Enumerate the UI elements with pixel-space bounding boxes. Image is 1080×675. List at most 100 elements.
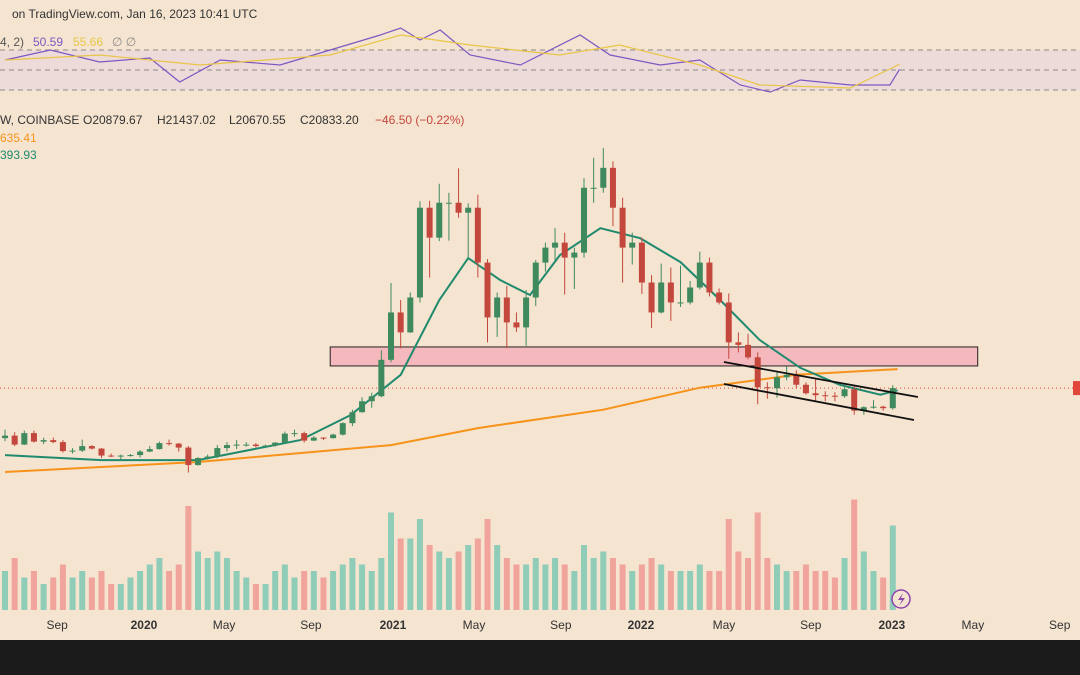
candle-body <box>416 207 423 298</box>
volume-bar <box>609 558 616 610</box>
volume-bar <box>117 584 124 610</box>
candle-body <box>831 395 838 397</box>
volume-bar <box>445 558 452 610</box>
volume-bar <box>831 577 838 610</box>
candle-body <box>233 444 240 446</box>
volume-bar <box>79 571 86 610</box>
volume-bar <box>667 571 674 610</box>
candle-body <box>320 437 327 439</box>
volume-bar <box>330 571 337 610</box>
volume-bar <box>88 577 95 610</box>
trendline <box>723 383 915 421</box>
volume-bar <box>706 571 713 610</box>
candle-body <box>310 437 317 441</box>
candle-body <box>301 433 308 441</box>
x-tick-label: Sep <box>1049 618 1071 632</box>
candle-body <box>754 357 761 388</box>
volume-bar <box>754 512 761 610</box>
volume-bar <box>638 564 645 610</box>
volume-bar <box>407 538 414 610</box>
volume-bar <box>542 564 549 610</box>
moving-average-line <box>4 227 898 462</box>
source-caption: on TradingView.com, Jan 16, 2023 10:41 U… <box>12 7 258 21</box>
volume-bar <box>812 571 819 610</box>
volume-bar <box>243 577 250 610</box>
candle-body <box>50 440 57 443</box>
candle-body <box>571 252 578 258</box>
volume-bar <box>629 571 636 610</box>
volume-bar <box>252 584 259 610</box>
volume-bar <box>716 571 723 610</box>
volume-bar <box>658 564 665 610</box>
candle-body <box>773 377 780 389</box>
candle-body <box>146 449 153 452</box>
volume-bar <box>11 558 18 610</box>
volume-bar <box>146 564 153 610</box>
volume-bar <box>69 577 76 610</box>
x-tick-label: 2020 <box>131 618 158 632</box>
x-tick-label: Sep <box>550 618 572 632</box>
ohlc-label: O20879.67 <box>83 113 143 127</box>
volume-bar <box>619 564 626 610</box>
candle-body <box>455 202 462 213</box>
volume-bar <box>137 571 144 610</box>
moving-average-label: 393.93 <box>0 148 37 162</box>
volume-bar <box>310 571 317 610</box>
volume-bar <box>484 519 491 610</box>
candle-body <box>281 433 288 443</box>
candle-body <box>175 443 182 448</box>
volume-bar <box>195 551 202 610</box>
candle-body <box>484 262 491 318</box>
x-tick-label: May <box>962 618 985 632</box>
candle-body <box>841 389 848 397</box>
candle-body <box>378 359 385 397</box>
volume-bar <box>339 564 346 610</box>
candle-body <box>513 322 520 328</box>
ohlc-label: C20833.20 <box>300 113 359 127</box>
candle-body <box>687 287 694 303</box>
candle-body <box>88 446 95 449</box>
candle-body <box>706 262 713 293</box>
volume-bar <box>185 506 192 610</box>
volume-bar <box>600 551 607 610</box>
volume-bar <box>108 584 115 610</box>
x-tick-label: May <box>713 618 736 632</box>
volume-bar <box>359 564 366 610</box>
volume-bar <box>156 558 163 610</box>
rsi-params: 4, 2) <box>0 35 24 49</box>
volume-bar <box>764 558 771 610</box>
candle-body <box>11 435 18 445</box>
candle-body <box>156 443 163 450</box>
volume-bar <box>388 512 395 610</box>
candle-body <box>802 384 809 394</box>
volume-bar <box>503 558 510 610</box>
candle-body <box>870 406 877 408</box>
candle-body <box>426 207 433 238</box>
candle-body <box>397 312 404 333</box>
ohlc-label: H21437.02 <box>157 113 216 127</box>
candle-body <box>648 282 655 313</box>
rsi-value-label: 55.66 <box>73 35 103 49</box>
candle-body <box>494 297 501 318</box>
volume-bar <box>735 551 742 610</box>
candle-body <box>860 407 867 411</box>
candle-body <box>243 444 250 446</box>
volume-bar <box>494 545 501 610</box>
candle-body <box>600 167 607 188</box>
volume-bar <box>2 571 9 610</box>
volume-bar <box>687 571 694 610</box>
volume-bar <box>30 571 37 610</box>
candle-body <box>793 374 800 385</box>
x-tick-label: 2023 <box>878 618 905 632</box>
candle-body <box>880 406 887 409</box>
volume-bar <box>474 538 481 610</box>
volume-bar <box>696 564 703 610</box>
candle-body <box>59 442 66 452</box>
candle-body <box>349 412 356 424</box>
volume-bar <box>590 558 597 610</box>
volume-bar <box>880 577 887 610</box>
candle-body <box>532 262 539 298</box>
volume-bar <box>889 525 896 610</box>
